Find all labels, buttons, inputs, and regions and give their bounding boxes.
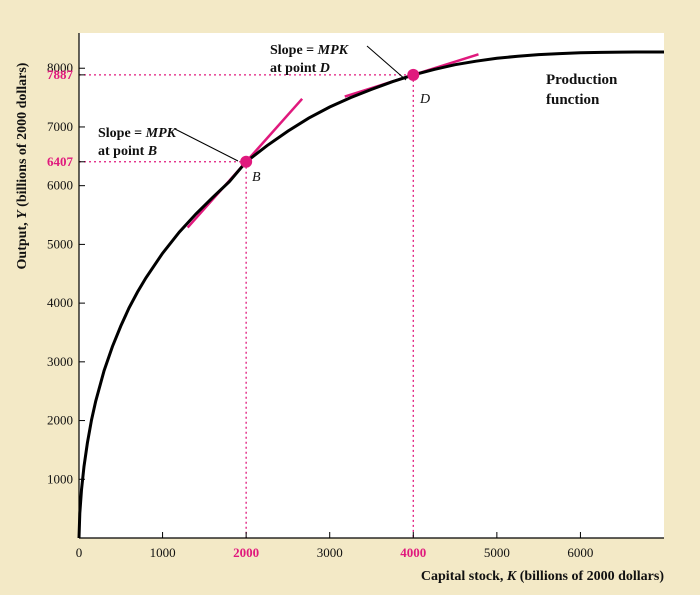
annotation-d-line2: at point D	[270, 61, 330, 76]
x-tick-label-4000: 4000	[400, 545, 426, 560]
highlighted-points	[240, 68, 420, 168]
x-tick-label-1000: 1000	[150, 545, 176, 560]
x-ticks: 0 1000 2000 3000 4000 5000 6000	[76, 532, 593, 560]
y-tick-label-7887: 7887	[47, 67, 74, 82]
y-axis-title: Output, Y (billions of 2000 dollars)	[15, 62, 30, 269]
y-tick-label-1000: 1000	[47, 471, 73, 486]
curve-label-line1: Production	[546, 72, 618, 88]
point-marker-b	[240, 155, 253, 168]
y-tick-label-3000: 3000	[47, 354, 73, 369]
y-tick-label-4000: 4000	[47, 295, 73, 310]
y-ticks: 1000 2000 3000 4000 5000 6000 7000 8000 6407 7887	[47, 60, 85, 486]
y-tick-label-2000: 2000	[47, 413, 73, 428]
y-tick-label-6407: 6407	[47, 154, 74, 169]
point-label-b: B	[252, 170, 261, 185]
annotation-b-line1: Slope = MPK	[98, 126, 178, 141]
x-tick-label-5000: 5000	[484, 545, 510, 560]
x-tick-label-3000: 3000	[317, 545, 343, 560]
x-tick-label-2000: 2000	[233, 545, 259, 560]
production-curve	[77, 50, 664, 539]
annotation-b-leader	[174, 128, 239, 162]
point-label-d: D	[419, 92, 430, 107]
annotation-d-line1: Slope = MPK	[270, 43, 350, 58]
y-tick-label-6000: 6000	[47, 178, 73, 193]
x-tick-label-6000: 6000	[567, 545, 593, 560]
axes	[78, 33, 664, 539]
annotation-d-leader	[366, 45, 407, 81]
x-axis-title: Capital stock, K (billions of 2000 dolla…	[421, 569, 664, 584]
curve-label-line2: function	[546, 92, 600, 108]
x-tick-label-0: 0	[76, 545, 83, 560]
plot-area	[79, 33, 664, 538]
y-tick-label-7000: 7000	[47, 119, 73, 134]
annotation-b-line2: at point B	[98, 144, 157, 159]
y-tick-label-5000: 5000	[47, 236, 73, 251]
point-marker-d	[407, 68, 420, 81]
y-tick-label-8000: 8000	[47, 60, 73, 75]
guide-lines	[79, 74, 414, 538]
